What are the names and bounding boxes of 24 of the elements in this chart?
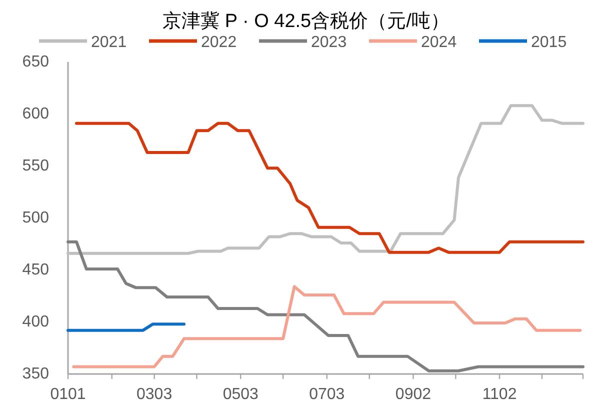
legend-label: 2023 xyxy=(311,34,347,51)
legend-label: 2024 xyxy=(421,34,457,51)
xtick: 0902 xyxy=(395,386,432,403)
xtick: 0303 xyxy=(136,386,172,403)
title: 京津冀 P · O 42.5含税价（元/吨） xyxy=(162,11,450,32)
ytick: 600 xyxy=(22,106,49,122)
ytick: 400 xyxy=(22,314,49,330)
legend-label: 2021 xyxy=(91,34,127,51)
ytick: 500 xyxy=(22,210,49,226)
xtick: 1102 xyxy=(482,386,517,403)
ytick: 350 xyxy=(22,366,49,382)
legend-item: 2015 xyxy=(479,34,567,51)
xtick: 0503 xyxy=(222,386,258,403)
xtick: 0101 xyxy=(50,386,86,403)
legend-label: 2022 xyxy=(201,34,237,51)
legend-item: 2021 xyxy=(39,34,127,51)
legend-item: 2024 xyxy=(369,34,457,51)
xtick: 0703 xyxy=(309,386,345,403)
ytick: 450 xyxy=(22,262,49,278)
legend-label: 2015 xyxy=(531,34,567,51)
legend-item: 2023 xyxy=(259,34,347,51)
ytick: 650 xyxy=(22,54,49,70)
ytick: 550 xyxy=(22,158,49,174)
legend-item: 2022 xyxy=(149,34,237,51)
